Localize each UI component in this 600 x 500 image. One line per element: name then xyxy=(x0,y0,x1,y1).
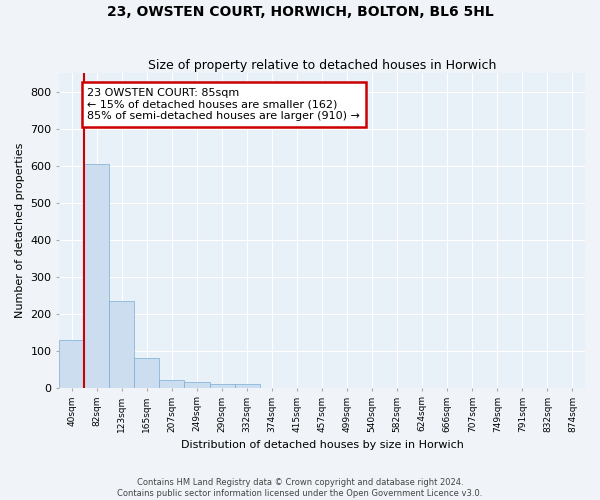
Bar xyxy=(109,300,134,388)
Title: Size of property relative to detached houses in Horwich: Size of property relative to detached ho… xyxy=(148,59,496,72)
Bar xyxy=(134,358,160,388)
Bar xyxy=(160,380,184,388)
Bar xyxy=(85,164,109,388)
Bar xyxy=(235,384,260,388)
Bar xyxy=(59,340,85,388)
Text: 23 OWSTEN COURT: 85sqm
← 15% of detached houses are smaller (162)
85% of semi-de: 23 OWSTEN COURT: 85sqm ← 15% of detached… xyxy=(88,88,360,121)
Bar xyxy=(209,384,235,388)
Text: Contains HM Land Registry data © Crown copyright and database right 2024.
Contai: Contains HM Land Registry data © Crown c… xyxy=(118,478,482,498)
X-axis label: Distribution of detached houses by size in Horwich: Distribution of detached houses by size … xyxy=(181,440,464,450)
Y-axis label: Number of detached properties: Number of detached properties xyxy=(15,142,25,318)
Text: 23, OWSTEN COURT, HORWICH, BOLTON, BL6 5HL: 23, OWSTEN COURT, HORWICH, BOLTON, BL6 5… xyxy=(107,5,493,19)
Bar xyxy=(184,382,209,388)
